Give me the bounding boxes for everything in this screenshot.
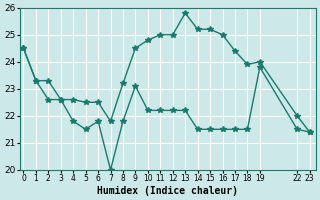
X-axis label: Humidex (Indice chaleur): Humidex (Indice chaleur) <box>97 186 238 196</box>
